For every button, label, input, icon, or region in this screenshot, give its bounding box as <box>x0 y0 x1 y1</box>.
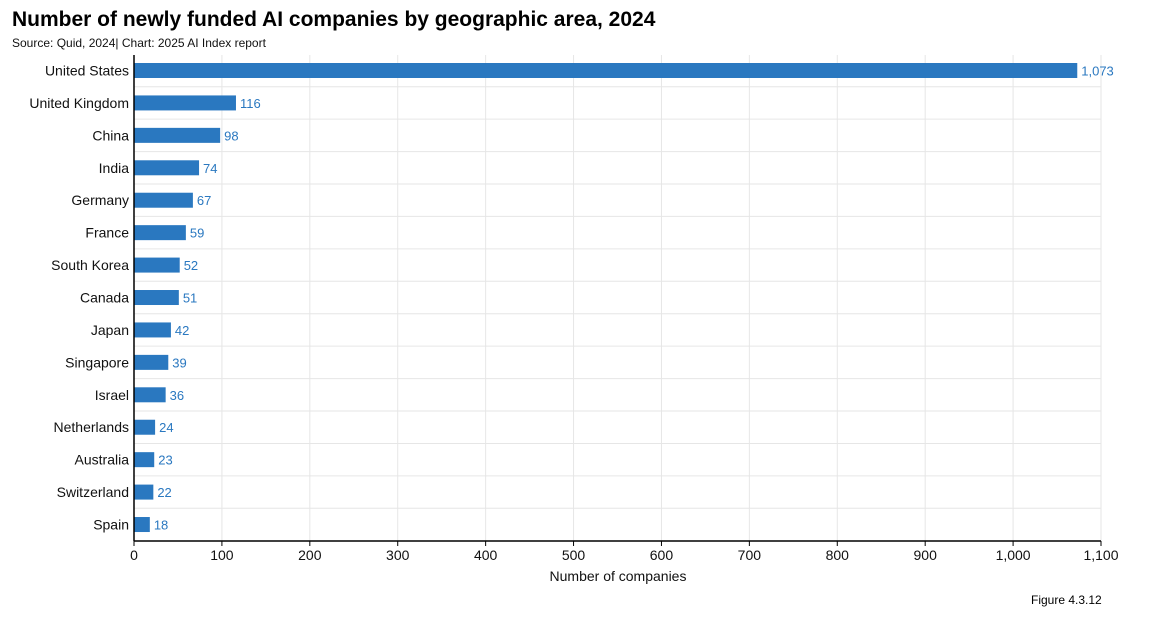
category-label: Australia <box>75 452 130 468</box>
x-axis-title: Number of companies <box>550 568 687 584</box>
bar-south-korea <box>134 257 180 273</box>
category-label: United Kingdom <box>29 95 129 111</box>
value-label: 39 <box>172 355 186 370</box>
x-tick-label: 1,000 <box>996 547 1031 563</box>
bar-netherlands <box>134 419 156 435</box>
category-label: India <box>99 160 130 176</box>
chart-source: Source: Quid, 2024| Chart: 2025 AI Index… <box>12 36 266 50</box>
category-label: Canada <box>80 290 129 306</box>
x-tick-labels: 0 100 200 300 400 500 600 700 800 900 1,000 1,100 <box>130 547 1119 563</box>
bar-australia <box>134 452 155 468</box>
category-label: Spain <box>93 517 129 533</box>
x-tick-label: 600 <box>650 547 674 563</box>
x-tick-label: 300 <box>386 547 410 563</box>
category-label: Germany <box>71 192 129 208</box>
bar-switzerland <box>134 484 154 500</box>
category-label: United States <box>45 63 129 79</box>
value-labels: 1,073 116 98 74 67 59 52 51 42 39 36 24 23 22 18 <box>154 64 1114 533</box>
axes <box>133 55 1102 546</box>
value-label: 18 <box>154 518 168 533</box>
category-label: Israel <box>95 387 129 403</box>
bar-canada <box>134 290 179 306</box>
value-label: 22 <box>157 485 171 500</box>
bar-israel <box>134 387 166 403</box>
x-tick-label: 1,100 <box>1083 547 1118 563</box>
x-tick-label: 900 <box>914 547 938 563</box>
x-tick-label: 100 <box>210 547 234 563</box>
bars <box>134 63 1078 533</box>
x-tick-label: 200 <box>298 547 322 563</box>
value-label: 52 <box>184 258 198 273</box>
value-label: 23 <box>158 453 172 468</box>
value-label: 59 <box>190 226 204 241</box>
x-tick-label: 0 <box>130 547 138 563</box>
category-label: Japan <box>91 322 129 338</box>
bar-united-states <box>134 63 1078 78</box>
x-tick-label: 700 <box>738 547 762 563</box>
value-label: 51 <box>183 291 197 306</box>
value-label: 116 <box>240 96 261 111</box>
chart-title: Number of newly funded AI companies by g… <box>12 8 656 31</box>
bar-germany <box>134 192 193 208</box>
value-label: 74 <box>203 161 217 176</box>
value-label: 1,073 <box>1081 64 1114 79</box>
x-tick-label: 400 <box>474 547 498 563</box>
value-label: 42 <box>175 323 189 338</box>
bar-spain <box>134 517 150 533</box>
figure-label: Figure 4.3.12 <box>1031 593 1102 607</box>
value-label: 98 <box>224 128 238 143</box>
x-tick-label: 800 <box>826 547 850 563</box>
category-label: Netherlands <box>54 419 130 435</box>
bar-france <box>134 225 186 241</box>
bar-japan <box>134 322 171 338</box>
bar-singapore <box>134 354 169 370</box>
bar-china <box>134 127 221 143</box>
value-label: 36 <box>170 388 184 403</box>
value-label: 67 <box>197 193 211 208</box>
bar-india <box>134 160 200 176</box>
x-tick-label: 500 <box>562 547 586 563</box>
category-labels: United States United Kingdom China India Ger… <box>29 63 129 533</box>
category-label: South Korea <box>51 257 129 273</box>
value-label: 24 <box>159 420 173 435</box>
category-label: France <box>85 225 129 241</box>
category-label: Singapore <box>65 354 129 370</box>
bar-united-kingdom <box>134 95 236 111</box>
category-label: Switzerland <box>57 484 129 500</box>
category-label: China <box>92 127 129 143</box>
gridlines <box>134 55 1102 541</box>
